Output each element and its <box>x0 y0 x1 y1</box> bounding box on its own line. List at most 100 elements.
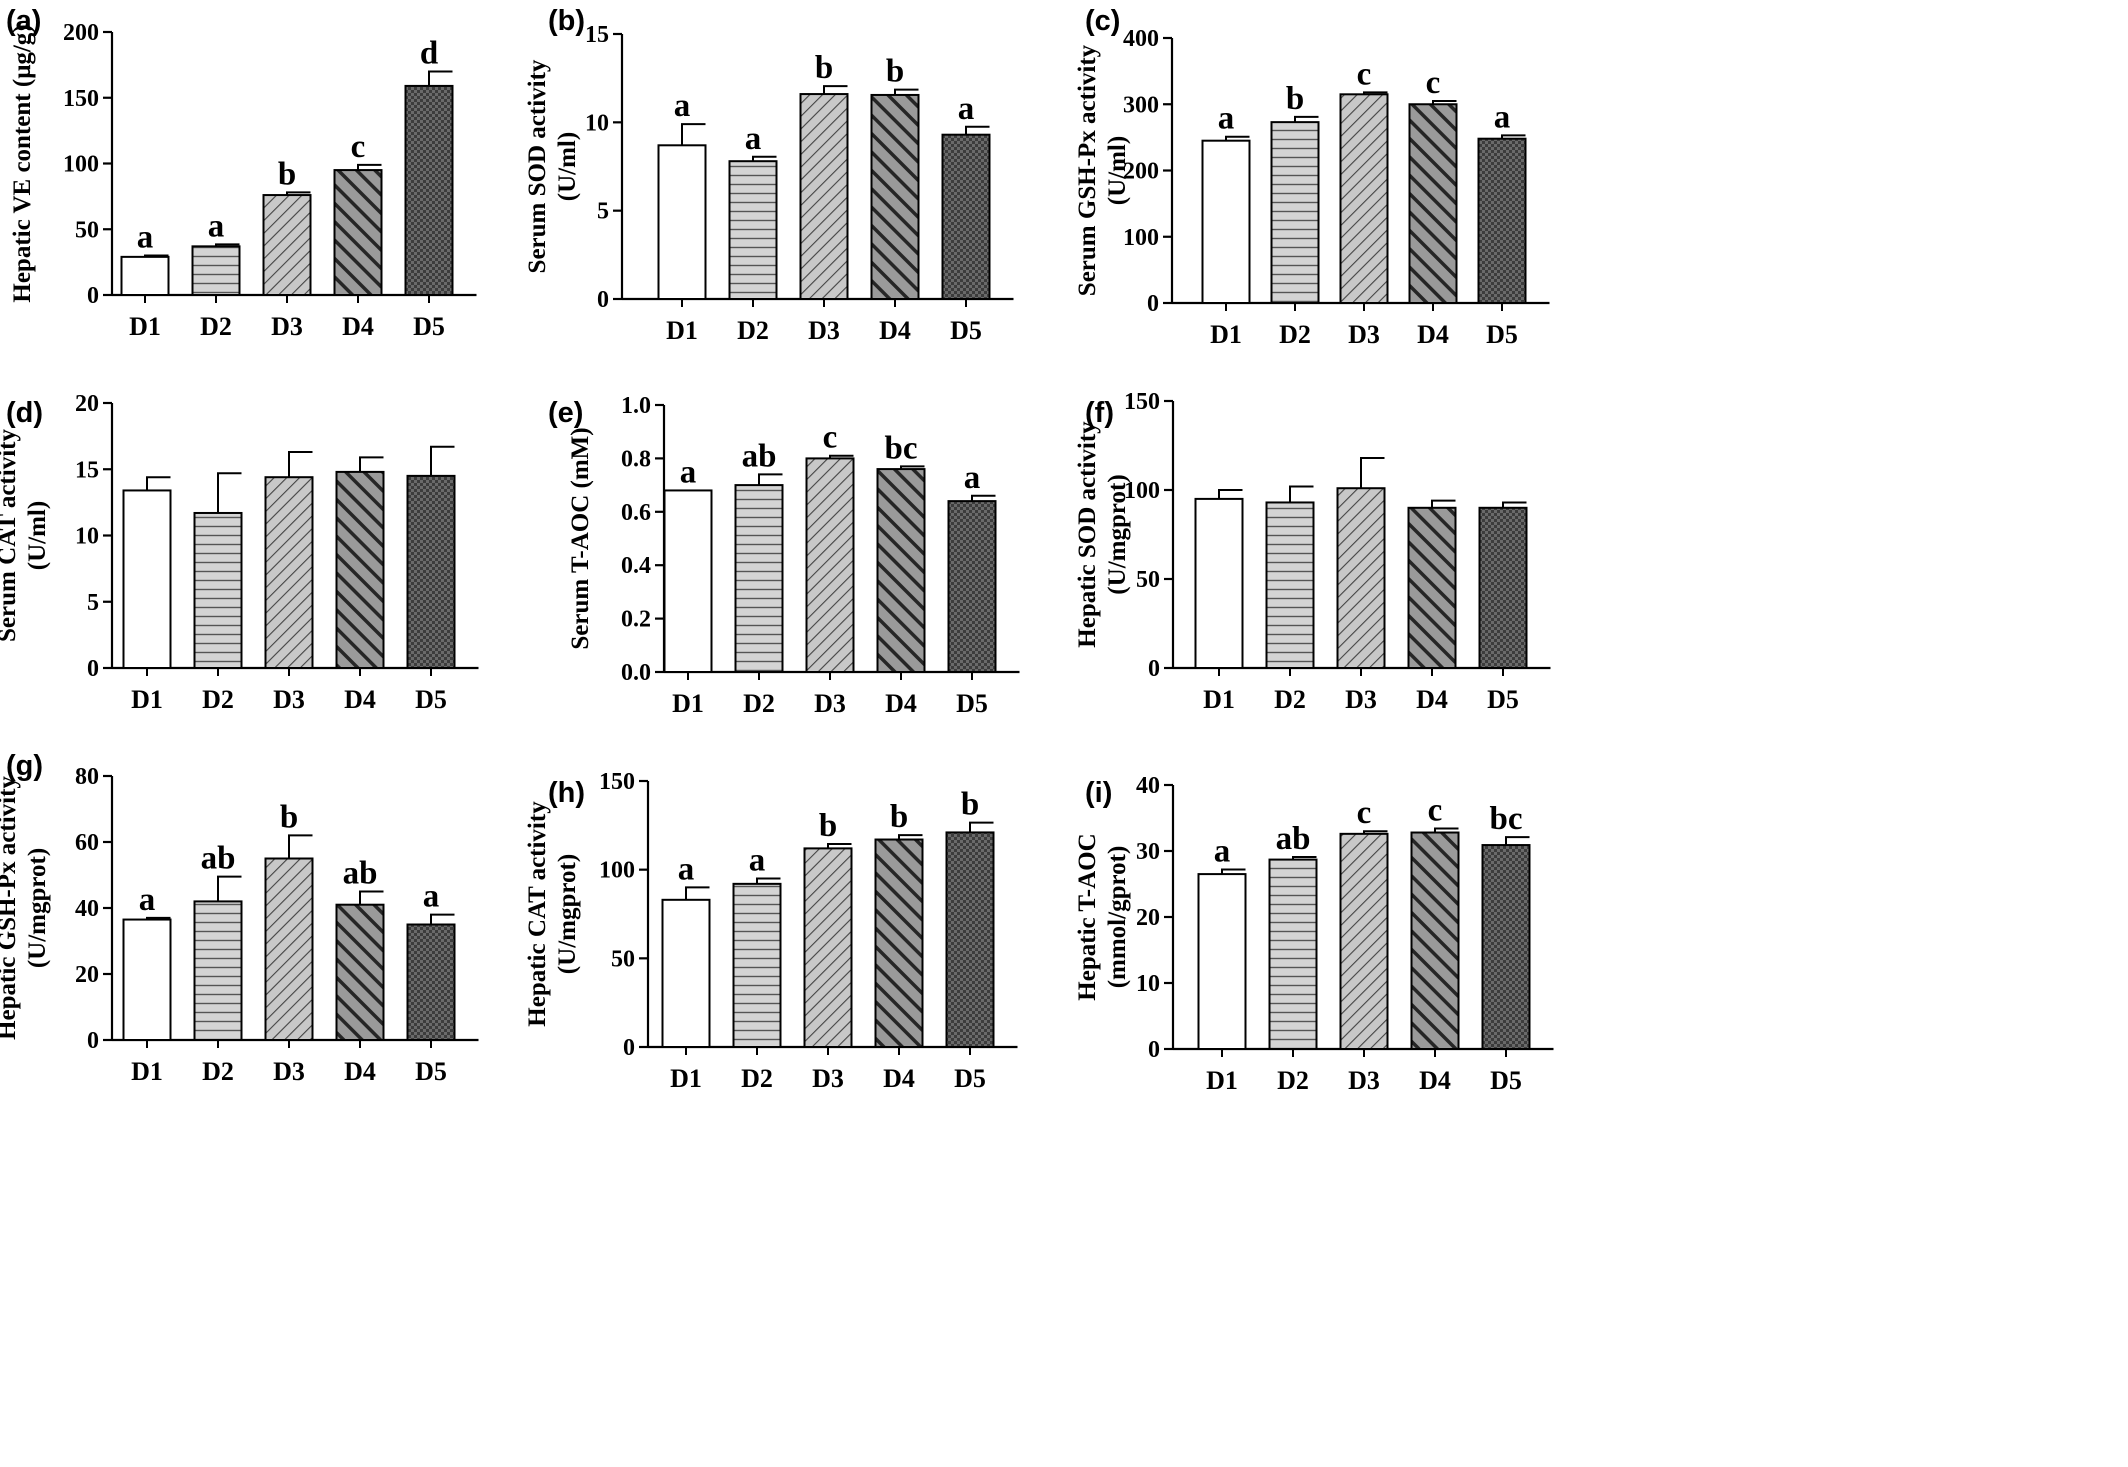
y-tick-label: 0 <box>87 283 99 309</box>
y-axis-label: (U/ml) <box>24 501 51 570</box>
panel-label: (f) <box>1085 397 1114 429</box>
x-tick-label: D4 <box>883 1064 915 1093</box>
significance-label: ab <box>1276 821 1311 857</box>
x-tick-label: D2 <box>741 1064 773 1093</box>
significance-label: c <box>1357 795 1372 831</box>
bar-d3 <box>262 194 312 296</box>
bar-d5 <box>1477 137 1527 304</box>
y-tick-label: 0 <box>1148 656 1160 682</box>
y-tick-label: 5 <box>597 199 609 225</box>
y-axis-label: (U/mgprot) <box>1104 474 1131 594</box>
bar-d4 <box>874 838 924 1049</box>
y-tick-label: 0 <box>1148 1037 1160 1063</box>
x-tick-label: D3 <box>1348 320 1380 349</box>
x-tick-label: D4 <box>1417 320 1449 349</box>
x-tick-label: D1 <box>129 312 161 341</box>
bar-d4 <box>335 903 385 1042</box>
y-tick-label: 0 <box>87 656 99 682</box>
significance-label: a <box>958 91 975 127</box>
chart-panel-7: (g)Hepatic GSH-Px activity(U/mgprot) 0 20 4… <box>0 750 479 1086</box>
chart-panel-2: (b) Serum SOD activity (U/ml) 0 5 10 15 a D1 a D2 b… <box>524 5 1014 345</box>
x-tick-label: D5 <box>415 1057 447 1086</box>
y-tick-label: 0.2 <box>621 607 651 633</box>
y-tick-label: 150 <box>1124 389 1160 415</box>
significance-label: c <box>1357 56 1372 92</box>
significance-label: b <box>278 156 296 192</box>
significance-label: b <box>280 799 298 835</box>
bar-d2 <box>1270 121 1320 304</box>
y-tick-label: 10 <box>585 110 609 136</box>
significance-label: c <box>823 420 838 456</box>
bar-d3 <box>1336 487 1386 669</box>
x-tick-label: D4 <box>879 316 911 345</box>
bar-d1 <box>663 489 713 673</box>
significance-label: b <box>890 799 908 835</box>
y-tick-label: 150 <box>599 769 635 795</box>
bar-d3 <box>803 847 853 1048</box>
y-axis-label: (U/mgprot) <box>24 848 51 968</box>
x-tick-label: D5 <box>1490 1066 1522 1095</box>
bar-d2 <box>732 882 782 1048</box>
bar-d3 <box>264 857 314 1041</box>
significance-label: a <box>678 851 695 887</box>
x-tick-label: D2 <box>1279 320 1311 349</box>
x-tick-label: D2 <box>743 689 775 718</box>
bar-d2 <box>193 511 243 669</box>
x-tick-label: D3 <box>1345 685 1377 714</box>
y-tick-label: 200 <box>1123 159 1159 185</box>
significance-label: c <box>351 129 366 165</box>
significance-label: a <box>749 843 766 879</box>
significance-label: ab <box>742 438 777 474</box>
panel-label: (e) <box>548 397 583 429</box>
x-tick-label: D2 <box>1274 685 1306 714</box>
bar-d1 <box>120 255 170 296</box>
bar-d5 <box>1481 844 1531 1050</box>
significance-label: a <box>1214 833 1231 869</box>
y-tick-label: 0 <box>1147 291 1159 317</box>
significance-label: b <box>815 50 833 86</box>
significance-label: a <box>208 208 225 244</box>
significance-label: c <box>1426 65 1441 101</box>
significance-label: a <box>139 882 156 918</box>
y-tick-label: 5 <box>87 590 99 616</box>
bar-d2 <box>1268 858 1318 1051</box>
y-tick-label: 20 <box>75 391 99 417</box>
bar-d5 <box>406 474 456 669</box>
x-tick-label: D1 <box>666 316 698 345</box>
y-tick-label: 100 <box>599 858 635 884</box>
panel-label: (g) <box>6 750 43 782</box>
y-tick-label: 0.4 <box>621 553 651 579</box>
y-axis-label: Serum GSH-Px activity <box>1074 44 1101 296</box>
y-tick-label: 1.0 <box>621 393 651 419</box>
y-tick-label: 200 <box>63 20 99 46</box>
x-tick-label: D1 <box>672 689 704 718</box>
x-tick-label: D1 <box>131 685 163 714</box>
panel-label: (b) <box>548 5 585 37</box>
x-tick-label: D4 <box>344 685 376 714</box>
significance-label: bc <box>1490 801 1523 837</box>
bar-d5 <box>404 84 454 297</box>
x-tick-label: D5 <box>413 312 445 341</box>
significance-label: a <box>674 88 691 124</box>
y-tick-label: 20 <box>1136 905 1160 931</box>
y-tick-label: 300 <box>1123 92 1159 118</box>
x-tick-label: D1 <box>1203 685 1235 714</box>
y-axis-label: Hepatic VE content (μg/g) <box>9 24 36 302</box>
chart-panel-5: (e)Serum T-AOC (mM) 0.0 0.2 0.4 0.6 0.8 1.0 a D1… <box>548 393 1020 718</box>
x-tick-label: D5 <box>415 685 447 714</box>
y-tick-label: 80 <box>75 764 99 790</box>
significance-label: d <box>420 35 438 71</box>
y-tick-label: 50 <box>1136 567 1160 593</box>
y-axis-label: (U/ml) <box>1104 136 1131 205</box>
bar-d1 <box>657 144 707 300</box>
panel-label: (i) <box>1085 777 1112 809</box>
x-tick-label: D3 <box>273 685 305 714</box>
y-tick-label: 50 <box>611 946 635 972</box>
bar-d5 <box>945 831 995 1049</box>
bar-d3 <box>1339 832 1389 1051</box>
x-tick-label: D2 <box>202 685 234 714</box>
panel-label: (c) <box>1085 5 1120 37</box>
y-axis-label: Serum T-AOC (mM) <box>567 427 594 649</box>
y-axis-label: Serum CAT activity <box>0 429 21 642</box>
